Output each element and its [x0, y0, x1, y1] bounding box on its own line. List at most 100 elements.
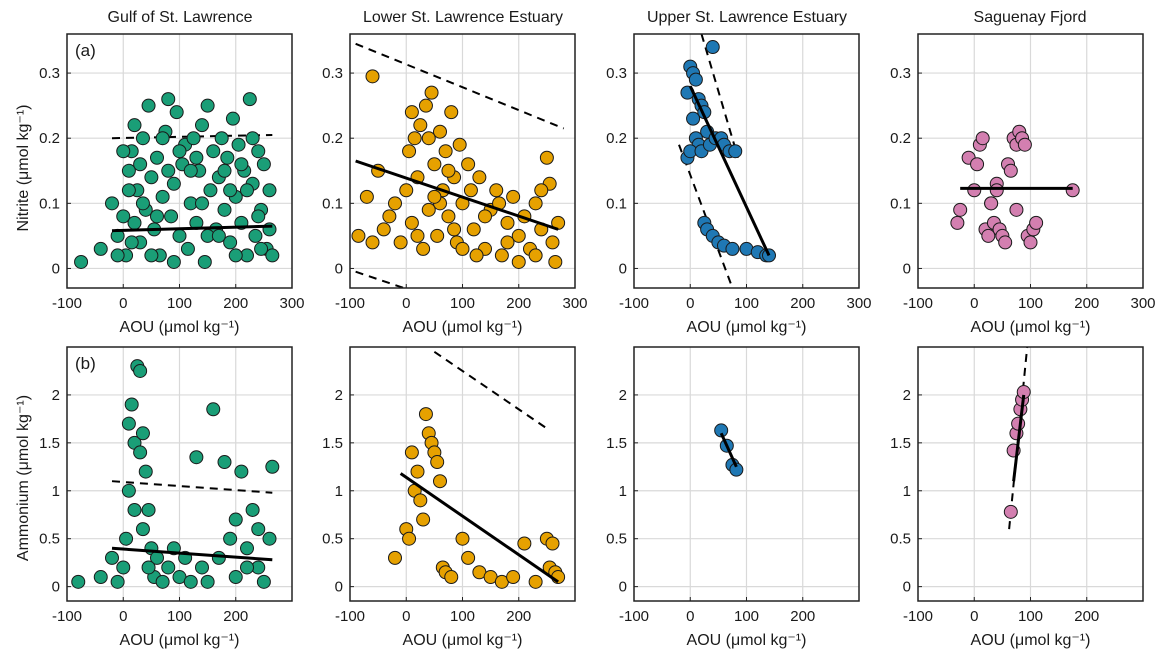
- data-point: [506, 189, 521, 204]
- data-point: [220, 150, 235, 165]
- x-tick-label: -100: [903, 608, 933, 625]
- data-point: [223, 235, 238, 250]
- data-point: [166, 176, 181, 191]
- data-point: [180, 241, 195, 256]
- data-point: [138, 464, 153, 479]
- trend-line: [1012, 394, 1026, 482]
- data-point: [116, 144, 131, 159]
- trend-line: [688, 85, 771, 257]
- data-point: [463, 183, 478, 198]
- data-point: [469, 248, 484, 263]
- data-point: [413, 118, 428, 133]
- x-tick-label: 300: [562, 295, 587, 312]
- data-point: [461, 550, 476, 565]
- y-tick-label: 0.1: [39, 195, 60, 212]
- data-point: [981, 228, 996, 243]
- data-point: [418, 98, 433, 113]
- y-tick-label: 0.3: [606, 65, 627, 82]
- panel-b-1: -100 0 100 200 0 0.5 1 1.5 2 AOU (μmol kg⁻¹): [322, 346, 576, 649]
- y-tick-label: 0.3: [322, 65, 343, 82]
- data-point: [444, 570, 459, 585]
- data-point: [762, 248, 776, 263]
- y-tick-label: 0.3: [39, 65, 60, 82]
- data-point: [421, 202, 436, 217]
- data-point: [245, 131, 260, 146]
- data-point: [1003, 504, 1018, 519]
- data-point: [93, 241, 108, 256]
- x-tick-label: 200: [1074, 295, 1099, 312]
- data-point: [195, 560, 209, 575]
- data-point: [223, 183, 238, 198]
- data-point: [133, 363, 148, 378]
- data-point: [1011, 416, 1026, 431]
- data-point: [500, 215, 515, 230]
- data-point: [359, 189, 374, 204]
- data-point: [967, 183, 982, 198]
- x-axis-label: AOU (μmol kg⁻¹): [687, 319, 807, 336]
- data-point: [478, 209, 492, 224]
- plot-area: [678, 34, 776, 288]
- data-point: [725, 241, 740, 256]
- data-point: [728, 144, 743, 159]
- data-point: [424, 85, 439, 100]
- data-point: [534, 183, 549, 198]
- data-point: [242, 92, 257, 107]
- data-point: [254, 241, 269, 256]
- data-point: [404, 215, 419, 230]
- data-point: [105, 196, 119, 211]
- x-tick-label: 200: [1074, 608, 1099, 625]
- x-tick-label: -100: [335, 295, 365, 312]
- y-tick-label: 0: [52, 260, 60, 277]
- panel-a-3: -100 0 100 200 300 0 0.1 0.2 0.3 AOU (μmol kg⁻¹): [890, 33, 1156, 336]
- data-point: [433, 474, 447, 489]
- x-tick-label: 100: [1018, 295, 1043, 312]
- data-point: [494, 248, 509, 263]
- data-point: [116, 209, 131, 224]
- y-tick-label: 1.5: [606, 435, 627, 452]
- plot-area: [714, 423, 744, 477]
- data-point: [248, 228, 263, 243]
- data-point: [466, 222, 481, 237]
- data-point: [376, 222, 391, 237]
- x-tick-label: 100: [1018, 608, 1043, 625]
- data-point: [200, 574, 215, 589]
- data-point: [214, 131, 229, 146]
- y-tick-label: 1: [335, 483, 343, 500]
- y-tick-label: 1: [619, 483, 627, 500]
- data-point: [256, 157, 271, 172]
- data-point: [121, 183, 136, 198]
- data-point: [105, 550, 119, 565]
- bound-line: [111, 133, 273, 140]
- data-point: [155, 189, 170, 204]
- x-tick-label: 200: [506, 295, 531, 312]
- data-point: [447, 222, 462, 237]
- data-point: [1017, 137, 1032, 152]
- data-point: [121, 163, 136, 178]
- data-point: [441, 209, 456, 224]
- bound-line: [355, 270, 407, 288]
- x-axis-label: AOU (μmol kg⁻¹): [403, 319, 523, 336]
- data-point: [223, 531, 238, 546]
- x-tick-label: 100: [734, 295, 759, 312]
- data-point: [240, 560, 254, 575]
- data-point: [500, 235, 515, 250]
- data-point: [539, 150, 554, 165]
- data-point: [141, 98, 156, 113]
- y-tick-label: 0.1: [322, 195, 343, 212]
- plot-area: [71, 359, 280, 589]
- data-point: [161, 92, 176, 107]
- y-tick-label: 1.5: [39, 435, 60, 452]
- data-point: [416, 241, 431, 256]
- y-tick-label: 0.5: [606, 531, 627, 548]
- data-point: [441, 163, 456, 178]
- trend-line: [111, 546, 273, 562]
- x-tick-label: 300: [279, 295, 304, 312]
- data-point: [135, 196, 150, 211]
- trend-line: [719, 432, 738, 468]
- data-point: [984, 196, 999, 211]
- data-point: [402, 531, 417, 546]
- data-point: [150, 150, 164, 165]
- data-point: [127, 502, 142, 517]
- data-point: [351, 228, 366, 243]
